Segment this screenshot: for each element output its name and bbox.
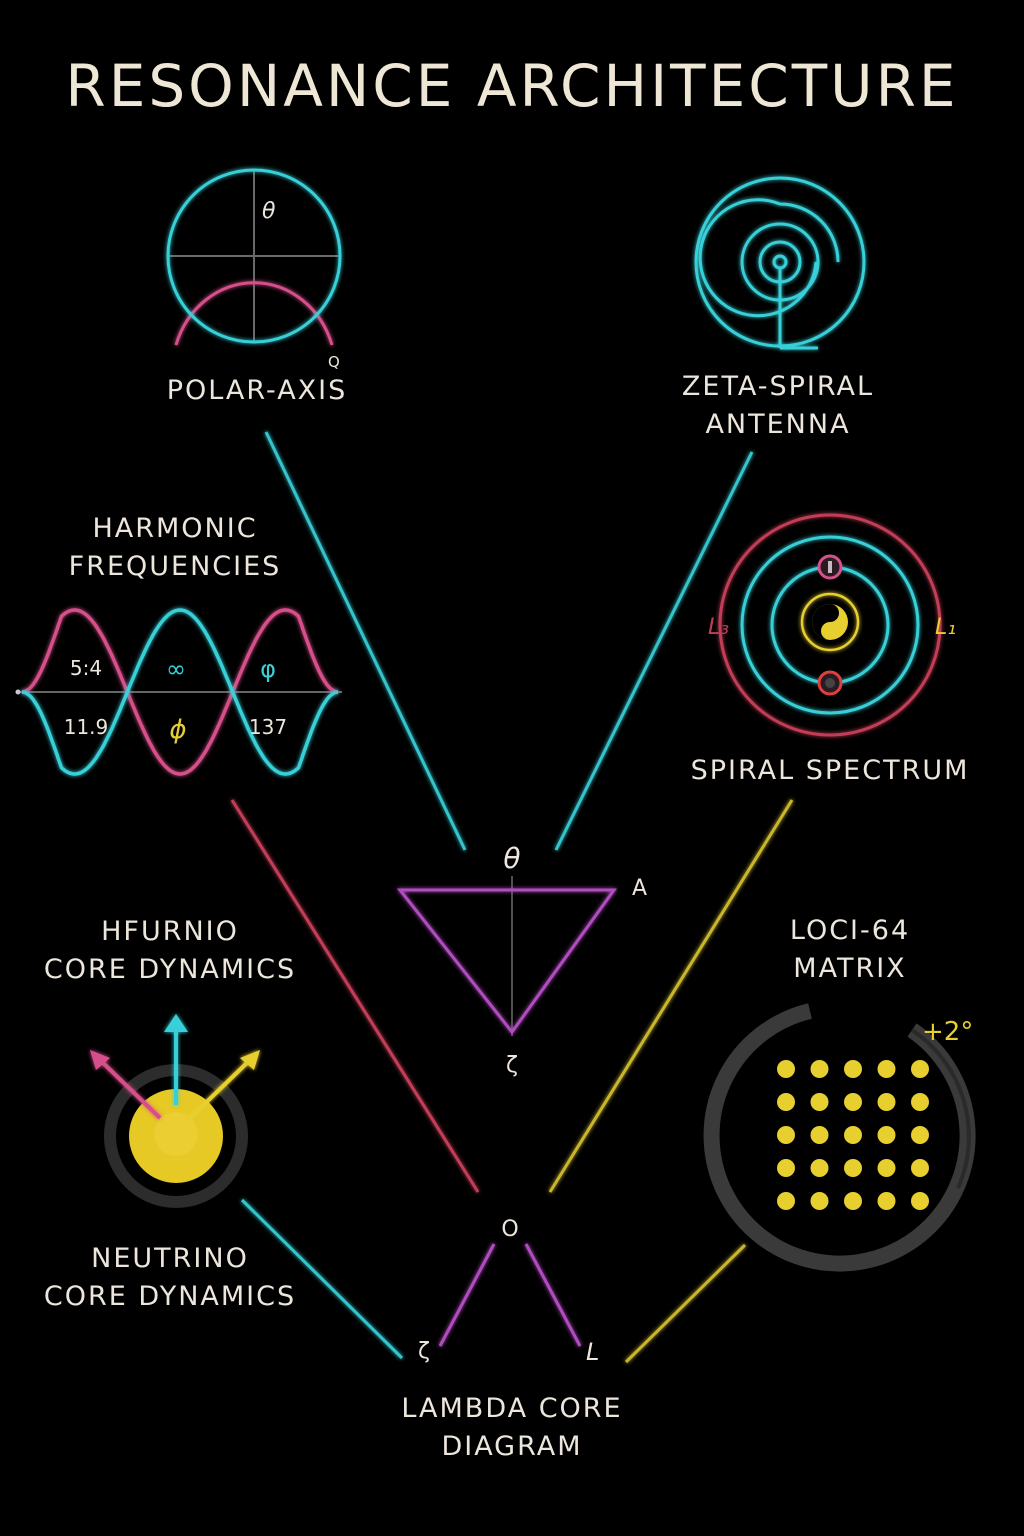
loci-dot <box>777 1159 795 1177</box>
zeta-spiral-label-1: ZETA-SPIRAL <box>681 371 875 402</box>
loci-dot <box>810 1093 829 1111</box>
loci-dot <box>877 1159 896 1177</box>
spiral-spectrum-label: SPIRAL SPECTRUM <box>690 755 970 786</box>
connector-spectrum-to-lambda <box>548 799 794 1193</box>
page-title: RESONANCE ARCHITECTURE <box>65 52 959 120</box>
connector-polar-to-center <box>264 431 467 851</box>
loci-badge: +2° <box>922 1017 973 1047</box>
lambda-core-icon: O ζ L <box>418 1217 599 1366</box>
spectrum-right-tag: L₁ <box>935 615 956 640</box>
loci-dot <box>777 1126 795 1144</box>
loci-dot <box>877 1192 896 1210</box>
lambda-left-label: ζ <box>418 1339 430 1364</box>
loci-dot <box>844 1192 862 1210</box>
connector-neutrino-to-lambda <box>240 1198 404 1360</box>
lambda-top-label: O <box>501 1217 518 1242</box>
spectrum-left-tag: L₃ <box>708 615 729 640</box>
central-theta-label: θ <box>503 842 520 875</box>
loci-dot <box>844 1126 862 1144</box>
lambda-core-label-1: LAMBDA CORE <box>401 1393 623 1424</box>
harmonic-value-4: 11.9 <box>64 715 109 739</box>
lambda-right-label: L <box>586 1338 599 1366</box>
polar-theta-label: θ <box>262 199 276 224</box>
loci-dot <box>810 1126 829 1144</box>
neutrino-label-1: NEUTRINO <box>91 1243 249 1274</box>
loci-label-2: MATRIX <box>793 953 907 984</box>
harmonic-value-5: ϕ <box>169 715 186 745</box>
loci-dot <box>844 1093 862 1111</box>
spiral-spectrum-icon: L₃ L₁ <box>708 513 956 737</box>
central-zeta-label: ζ <box>506 1053 518 1078</box>
loci-matrix-icon: +2° <box>703 1003 976 1272</box>
loci-dot <box>810 1060 829 1078</box>
loci-dot <box>911 1159 929 1177</box>
loci-dot <box>877 1060 896 1078</box>
harmonic-waves-icon: 5:4 ∞ φ 11.9 ϕ 137 <box>15 608 342 776</box>
loci-dot <box>777 1060 795 1078</box>
polar-axis-label: POLAR-AXIS <box>166 375 348 406</box>
connector-zeta-to-center <box>554 451 754 851</box>
neutrino-label-2: CORE DYNAMICS <box>43 1281 297 1312</box>
harmonic-label-1: HARMONIC <box>92 513 258 544</box>
harmonic-value-2: ∞ <box>166 655 186 683</box>
zeta-spiral-label-2: ANTENNA <box>705 409 851 440</box>
loci-dot <box>777 1093 795 1111</box>
connector-harmonic-to-lambda <box>230 799 480 1193</box>
loci-dot <box>777 1192 795 1210</box>
loci-dot <box>911 1192 929 1210</box>
loci-dot <box>810 1192 829 1210</box>
lambda-core-label-2: DIAGRAM <box>441 1431 583 1462</box>
loci-dot <box>911 1093 929 1111</box>
central-triangle-icon: θ A ζ <box>396 842 647 1078</box>
connector-lines <box>230 431 794 1364</box>
loci-dot <box>911 1126 929 1144</box>
central-a-label: A <box>632 876 647 901</box>
harmonic-value-6: 137 <box>249 715 287 739</box>
hfurnio-label-2: CORE DYNAMICS <box>43 954 297 985</box>
zeta-spiral-icon <box>694 176 866 350</box>
polar-q-label: Q <box>328 353 340 371</box>
harmonic-label-2: FREQUENCIES <box>68 551 282 582</box>
neutrino-core-icon <box>90 1014 260 1208</box>
loci-dot <box>877 1126 896 1144</box>
polar-axis-icon: θ Q <box>166 168 342 371</box>
loci-dot <box>844 1060 862 1078</box>
loci-dot <box>911 1060 929 1078</box>
loci-label-1: LOCI-64 <box>789 915 911 946</box>
harmonic-value-1: 5:4 <box>70 656 102 680</box>
loci-dot <box>810 1159 829 1177</box>
loci-dot <box>877 1093 896 1111</box>
hfurnio-label-1: HFURNIO <box>101 916 239 947</box>
harmonic-value-3: φ <box>260 655 276 683</box>
loci-dot <box>844 1159 862 1177</box>
connector-loci-to-lambda <box>624 1243 747 1364</box>
